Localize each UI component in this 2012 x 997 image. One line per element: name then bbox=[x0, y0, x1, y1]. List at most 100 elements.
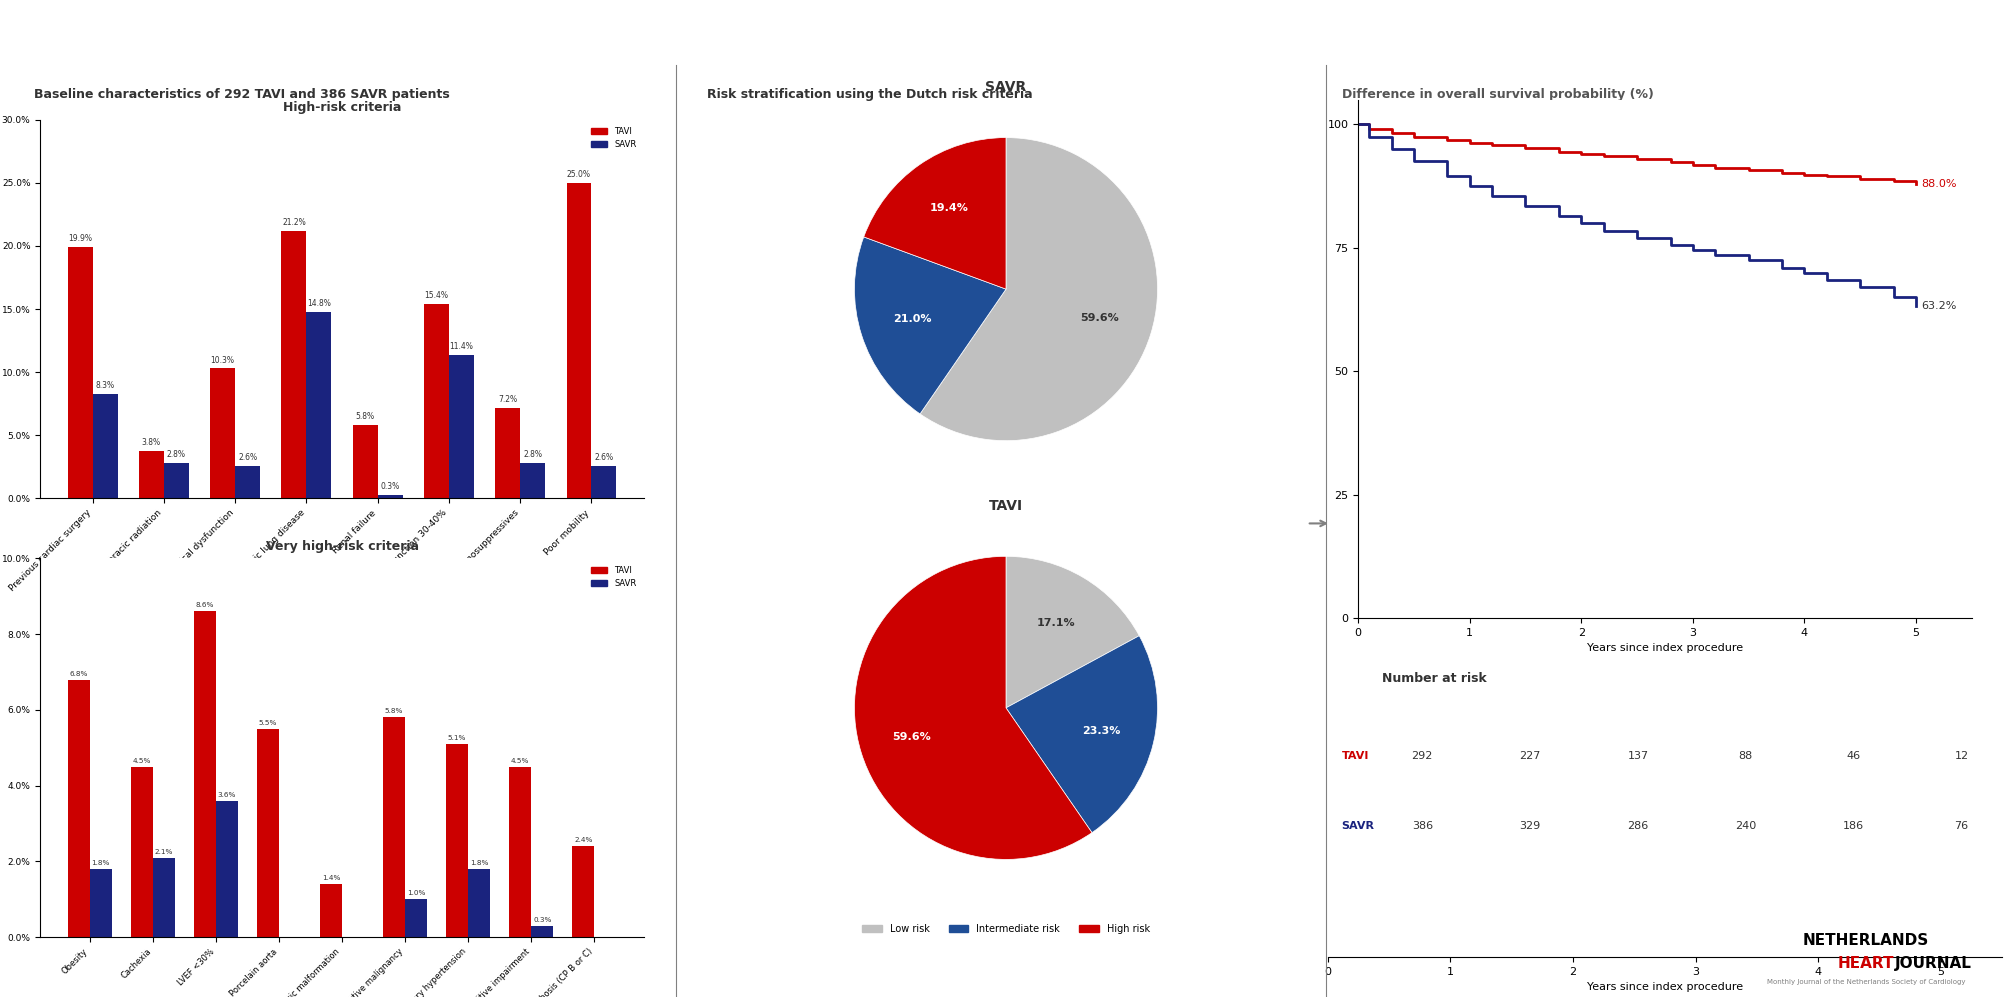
Text: 7.2%: 7.2% bbox=[499, 395, 517, 404]
Legend: TAVI, SAVR: TAVI, SAVR bbox=[588, 124, 640, 153]
Bar bbox=[153, 857, 175, 937]
Text: 240: 240 bbox=[1734, 821, 1756, 831]
Text: 1.8%: 1.8% bbox=[93, 860, 111, 866]
Bar bbox=[382, 718, 404, 937]
Text: 186: 186 bbox=[1843, 821, 1865, 831]
Text: 15.4%: 15.4% bbox=[425, 291, 449, 300]
Text: SAVR: SAVR bbox=[1342, 821, 1374, 831]
Bar bbox=[531, 926, 553, 937]
Text: 14.8%: 14.8% bbox=[308, 299, 330, 308]
Text: Demographics and Outcomes of Patients <75 Years Undergoing Aortic Valve Interven: Demographics and Outcomes of Patients <7… bbox=[270, 24, 1742, 48]
X-axis label: Years since index procedure: Years since index procedure bbox=[1587, 982, 1742, 992]
Text: 46: 46 bbox=[1847, 751, 1861, 761]
Bar bbox=[68, 247, 93, 498]
Text: TAVI: TAVI bbox=[1342, 751, 1368, 761]
Bar bbox=[567, 182, 592, 498]
Text: 2.6%: 2.6% bbox=[237, 453, 258, 462]
Wedge shape bbox=[919, 138, 1157, 441]
Text: 1.4%: 1.4% bbox=[322, 875, 340, 881]
Wedge shape bbox=[1006, 636, 1157, 832]
Text: 4.5%: 4.5% bbox=[511, 758, 529, 764]
Bar bbox=[378, 495, 402, 498]
Text: Monthly Journal of the Netherlands Society of Cardiology: Monthly Journal of the Netherlands Socie… bbox=[1767, 979, 1966, 985]
Bar bbox=[320, 884, 342, 937]
Text: 2.1%: 2.1% bbox=[155, 848, 173, 854]
Text: 2.8%: 2.8% bbox=[523, 451, 541, 460]
Bar bbox=[469, 869, 491, 937]
Text: 2.4%: 2.4% bbox=[573, 837, 592, 843]
Bar bbox=[209, 369, 235, 498]
Text: 10.3%: 10.3% bbox=[211, 356, 235, 365]
Text: 17.1%: 17.1% bbox=[1036, 618, 1076, 628]
Text: JOURNAL: JOURNAL bbox=[1895, 956, 1972, 971]
Wedge shape bbox=[855, 237, 1006, 414]
Bar bbox=[215, 801, 237, 937]
Text: 3.6%: 3.6% bbox=[217, 792, 235, 798]
Text: 8.6%: 8.6% bbox=[195, 602, 213, 608]
Bar bbox=[571, 846, 594, 937]
Bar bbox=[592, 466, 616, 498]
Title: Very high-risk criteria: Very high-risk criteria bbox=[266, 540, 418, 553]
Bar bbox=[306, 312, 332, 498]
Text: HEART: HEART bbox=[1837, 956, 1895, 971]
Bar bbox=[495, 408, 521, 498]
Text: 0.3%: 0.3% bbox=[533, 917, 551, 923]
Text: 63.2%: 63.2% bbox=[1921, 301, 1958, 311]
Text: 227: 227 bbox=[1519, 751, 1541, 761]
Text: 25.0%: 25.0% bbox=[567, 170, 592, 179]
Bar bbox=[91, 869, 113, 937]
Text: 386: 386 bbox=[1412, 821, 1433, 831]
Bar bbox=[425, 304, 449, 498]
X-axis label: Years since index procedure: Years since index procedure bbox=[1587, 643, 1742, 653]
Bar bbox=[93, 394, 117, 498]
Text: 59.6%: 59.6% bbox=[1080, 313, 1119, 323]
Text: 88.0%: 88.0% bbox=[1921, 178, 1958, 188]
Bar bbox=[193, 611, 215, 937]
Bar bbox=[282, 230, 306, 499]
Bar bbox=[258, 729, 280, 937]
Wedge shape bbox=[855, 556, 1093, 859]
Text: 5.1%: 5.1% bbox=[449, 735, 467, 741]
Text: 329: 329 bbox=[1519, 821, 1541, 831]
Text: 2.6%: 2.6% bbox=[594, 453, 614, 462]
Wedge shape bbox=[863, 138, 1006, 289]
Legend: TAVI, SAVR: TAVI, SAVR bbox=[588, 562, 640, 591]
Text: 76: 76 bbox=[1954, 821, 1968, 831]
Text: 2.8%: 2.8% bbox=[167, 451, 185, 460]
Text: 286: 286 bbox=[1628, 821, 1648, 831]
Text: 137: 137 bbox=[1628, 751, 1648, 761]
Text: Risk stratification using the Dutch risk criteria: Risk stratification using the Dutch risk… bbox=[706, 88, 1032, 101]
Text: 3.8%: 3.8% bbox=[143, 438, 161, 447]
Bar bbox=[449, 355, 475, 498]
Text: 4.5%: 4.5% bbox=[133, 758, 151, 764]
Bar bbox=[509, 767, 531, 937]
Text: 19.9%: 19.9% bbox=[68, 234, 93, 243]
Text: 6.8%: 6.8% bbox=[70, 671, 89, 677]
Bar bbox=[447, 744, 469, 937]
Title: High-risk criteria: High-risk criteria bbox=[284, 102, 400, 115]
Text: Difference in overall survival probability (%): Difference in overall survival probabili… bbox=[1342, 88, 1654, 101]
Text: 5.8%: 5.8% bbox=[356, 413, 374, 422]
Text: 11.4%: 11.4% bbox=[449, 342, 473, 351]
Text: 88: 88 bbox=[1738, 751, 1752, 761]
Text: 59.6%: 59.6% bbox=[893, 732, 932, 742]
Text: 1.8%: 1.8% bbox=[471, 860, 489, 866]
Text: 1.0%: 1.0% bbox=[406, 890, 425, 896]
Text: 19.4%: 19.4% bbox=[930, 203, 970, 213]
Legend: Low risk, Intermediate risk, High risk: Low risk, Intermediate risk, High risk bbox=[859, 920, 1153, 938]
Title: TAVI: TAVI bbox=[990, 499, 1022, 513]
Text: NETHERLANDS: NETHERLANDS bbox=[1803, 933, 1930, 948]
Bar bbox=[521, 464, 545, 498]
Text: 21.2%: 21.2% bbox=[282, 218, 306, 227]
Bar bbox=[68, 680, 91, 937]
Bar bbox=[352, 426, 378, 498]
Text: 292: 292 bbox=[1412, 751, 1433, 761]
Text: Number at risk: Number at risk bbox=[1382, 672, 1487, 685]
Bar bbox=[139, 451, 163, 498]
Title: SAVR: SAVR bbox=[986, 81, 1026, 95]
Wedge shape bbox=[1006, 556, 1139, 708]
Text: 5.8%: 5.8% bbox=[384, 709, 402, 715]
Text: 5.5%: 5.5% bbox=[260, 720, 278, 726]
Text: 12: 12 bbox=[1954, 751, 1968, 761]
Bar bbox=[235, 466, 260, 498]
